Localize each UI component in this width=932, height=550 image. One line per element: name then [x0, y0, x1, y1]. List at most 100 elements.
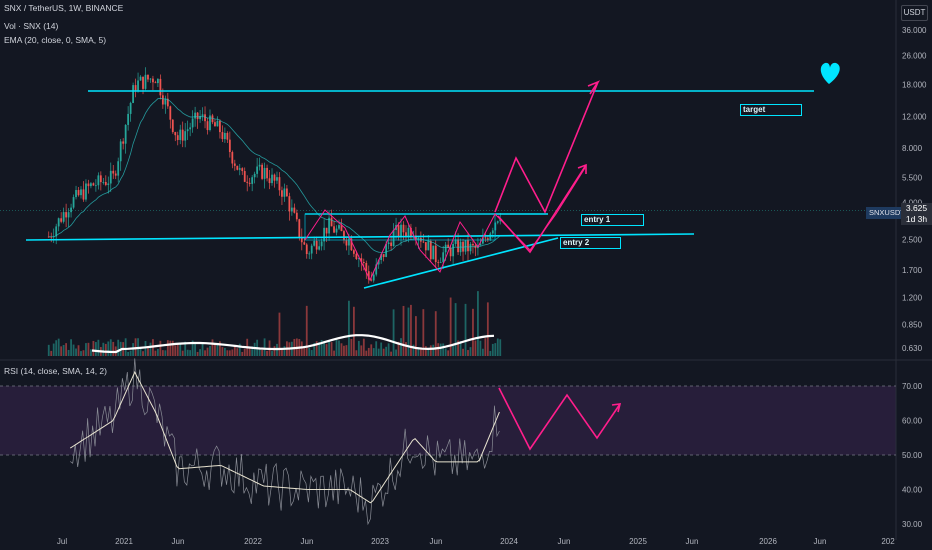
candle-body — [127, 113, 130, 125]
candle-body — [161, 95, 164, 105]
volume-bar — [360, 345, 363, 356]
candle-body — [288, 196, 291, 212]
volume-bar — [278, 312, 281, 356]
volume-bar — [452, 345, 455, 356]
volume-bar — [129, 350, 132, 356]
rsi-indicator-label[interactable]: RSI (14, close, SMA, 14, 2) — [4, 366, 107, 376]
candle-body — [206, 121, 209, 131]
volume-bar — [221, 347, 224, 356]
volume-bar — [432, 344, 435, 356]
candle-body — [159, 78, 162, 96]
heart-icon — [820, 62, 840, 84]
volume-bar — [179, 342, 182, 356]
volume-bar — [467, 350, 469, 356]
volume-bar — [50, 350, 53, 356]
candle-body — [134, 85, 137, 91]
candle-body — [166, 98, 169, 107]
time-axis-label: 2023 — [371, 537, 389, 546]
volume-bar — [412, 344, 415, 356]
volume-bar — [70, 339, 72, 356]
rsi-tick-label: 60.00 — [902, 417, 923, 426]
volume-bar — [415, 316, 417, 356]
volume-bar — [313, 343, 316, 356]
volume-bar — [499, 339, 502, 356]
volume-bar — [263, 338, 266, 356]
volume-bar — [365, 350, 368, 356]
volume-bar — [429, 345, 432, 356]
volume-bar — [310, 350, 313, 356]
volume-bar — [204, 350, 206, 356]
candle-body — [80, 189, 82, 196]
volume-bar — [340, 343, 343, 356]
candle-body — [452, 243, 455, 257]
candle-body — [179, 129, 182, 141]
candle-body — [147, 74, 149, 80]
volume-bar — [325, 344, 328, 356]
volume-bar — [454, 303, 457, 356]
volume-bar — [62, 344, 65, 356]
entry1-box[interactable]: entry 1 — [581, 214, 644, 226]
volume-bar — [479, 340, 482, 356]
candle-body — [228, 139, 231, 153]
rsi-projection-arrowhead — [611, 403, 622, 413]
candle-body — [377, 259, 380, 265]
candle-body — [236, 165, 239, 170]
volume-bar — [367, 347, 370, 356]
candle-body — [415, 235, 417, 240]
ema-indicator-label[interactable]: EMA (20, close, 0, SMA, 5) — [4, 35, 107, 45]
candle-body — [97, 175, 100, 186]
volume-bar — [481, 348, 484, 356]
candle-body — [199, 115, 201, 120]
candle-body — [211, 115, 214, 123]
candle-body — [392, 229, 395, 246]
volume-indicator-label[interactable]: Vol · SNX (14) — [4, 21, 59, 31]
volume-bar — [127, 351, 130, 356]
candle-body — [293, 207, 296, 213]
volume-bar — [201, 343, 204, 356]
volume-bar — [370, 344, 373, 356]
volume-bar — [417, 347, 420, 356]
candle-body — [491, 230, 494, 234]
volume-bar — [154, 350, 157, 356]
volume-bar — [117, 339, 120, 356]
volume-bar — [407, 307, 410, 356]
volume-bar — [236, 348, 239, 356]
volume-bar — [142, 351, 144, 356]
candle-body — [216, 120, 219, 127]
candle-body — [87, 183, 90, 187]
volume-bar — [196, 351, 199, 356]
candle-body — [320, 241, 323, 247]
candle-body — [104, 181, 107, 185]
currency-badge[interactable]: USDT — [901, 5, 928, 21]
candle-body — [209, 115, 211, 131]
volume-bar — [338, 340, 340, 356]
rsi-projection-path — [498, 387, 621, 451]
volume-bar — [382, 348, 385, 356]
volume-bar — [65, 343, 68, 356]
candle-body — [432, 245, 435, 260]
candle-body — [335, 228, 338, 233]
candle-body — [437, 262, 440, 263]
pattern-zigzag — [304, 167, 586, 282]
candle-body — [313, 240, 316, 246]
entry2-box[interactable]: entry 2 — [560, 237, 621, 249]
volume-bar — [134, 338, 137, 356]
volume-bar — [169, 340, 172, 356]
candle-body — [300, 237, 303, 243]
volume-bar — [362, 338, 365, 356]
volume-bar — [226, 350, 229, 356]
candle-body — [357, 258, 360, 260]
target-box[interactable]: target — [740, 104, 802, 116]
candle-body — [328, 217, 330, 234]
volume-bar — [72, 344, 75, 356]
candle-body — [273, 174, 276, 181]
candle-body — [352, 250, 355, 254]
volume-bar — [273, 346, 276, 356]
candle-body — [350, 238, 353, 251]
candle-body — [72, 197, 75, 208]
symbol-title[interactable]: SNX / TetherUS, 1W, BINANCE — [4, 3, 124, 13]
volume-bar — [437, 343, 440, 356]
candle-body — [348, 238, 350, 246]
candle-body — [484, 237, 487, 239]
